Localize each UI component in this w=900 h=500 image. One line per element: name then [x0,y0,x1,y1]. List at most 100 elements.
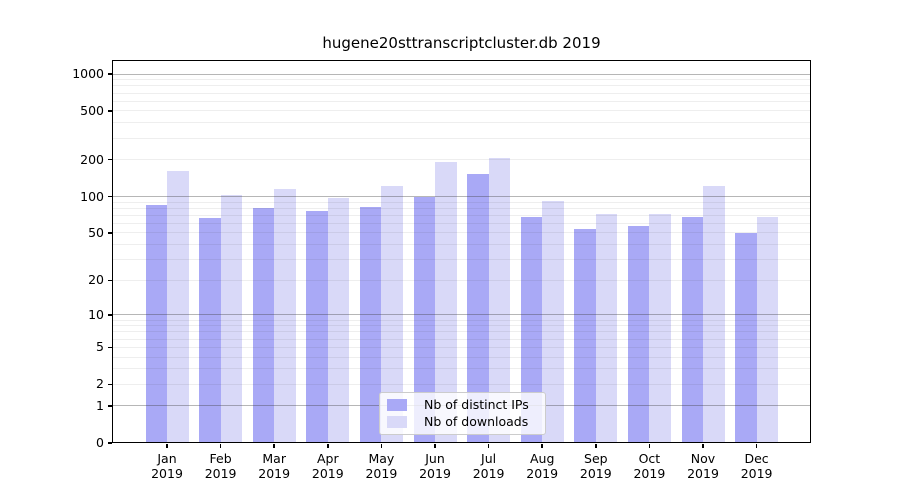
bar-distinct-ips [145,205,167,443]
gridline-minor [113,279,811,281]
y-tick [107,314,112,316]
y-tick [107,195,112,198]
bar-downloads [488,157,511,443]
gridline-minor [113,331,811,333]
gridline-minor [113,100,811,102]
gridline-major [113,196,811,197]
bar-downloads [327,198,350,443]
gridline-minor [113,338,811,340]
y-tick-label: 200 [80,151,104,167]
bar-distinct-ips [199,218,221,443]
gridline-major [113,314,811,316]
x-tick-label: Aug 2019 [526,451,559,481]
y-tick-label: 20 [88,272,104,288]
gridline-minor [113,110,811,112]
x-tick-label: Jul 2019 [472,451,505,481]
y-tick-label: 10 [88,306,104,322]
gridline-minor [113,346,811,348]
x-tick [702,443,704,448]
chart-title: hugene20sttranscriptcluster.db 2019 [322,34,601,52]
bar-distinct-ips [413,196,435,443]
gridline-minor [113,319,811,321]
bar-distinct-ips [467,174,489,443]
gridline-minor [113,325,811,327]
y-tick-label: 0 [96,435,104,450]
y-tick [107,383,112,386]
legend-swatch-downloads [387,416,407,428]
y-tick-label: 500 [80,102,104,118]
x-tick [595,443,597,448]
legend-item-distinct-ips: Nb of distinct IPs [387,398,537,412]
bar-distinct-ips [681,216,703,443]
gridline-minor [113,232,811,234]
x-tick [166,443,168,448]
bar-distinct-ips [252,207,275,443]
legend-swatch-distinct-ips [387,399,407,411]
gridline-minor [113,207,811,209]
bar-downloads [435,161,457,443]
legend-label-distinct-ips: Nb of distinct IPs [424,397,529,412]
gridline-minor [113,85,811,87]
gridline-minor [113,244,811,246]
x-tick-label: Mar 2019 [258,451,291,481]
y-tick-label: 2 [96,376,104,392]
gridline-major [113,73,811,75]
bar-downloads [703,185,725,443]
gridline-minor [113,92,811,94]
y-tick [107,158,112,161]
y-tick-label: 50 [88,224,104,240]
x-tick [327,443,329,448]
bar-downloads [381,186,403,443]
x-tick-label: Sep 2019 [579,451,612,481]
y-tick-label: 100 [80,188,104,204]
bar-downloads [595,213,618,443]
bar-distinct-ips [306,210,328,443]
axes-frame [112,60,811,443]
bar-distinct-ips [359,206,382,443]
gridline-minor [113,201,811,203]
x-tick [380,443,383,448]
x-tick [219,443,222,448]
y-tick [107,279,112,282]
legend-label-downloads: Nb of downloads [424,414,529,429]
y-tick-label: 1000 [72,66,104,81]
x-tick [273,443,275,448]
y-tick [107,346,112,349]
y-tick [107,110,112,112]
bar-downloads [167,170,189,443]
bar-distinct-ips [735,232,757,443]
y-tick-label: 1 [96,397,104,413]
x-tick [755,443,758,448]
bar-distinct-ips [520,216,543,443]
bar-distinct-ips [627,226,650,443]
gridline-minor [113,259,811,261]
x-tick-label: Nov 2019 [687,451,719,481]
gridline-minor [113,159,811,161]
x-tick [648,443,651,448]
x-tick-label: Apr 2019 [311,451,344,481]
y-tick [107,442,112,444]
gridline-minor [113,222,811,224]
x-tick [487,443,490,448]
gridline-minor [113,356,811,358]
x-tick-label: Dec 2019 [740,451,773,481]
y-tick-label: 5 [96,339,104,355]
y-tick [107,73,112,75]
bar-downloads [756,216,779,443]
gridline-minor [113,122,811,124]
x-tick-label: May 2019 [365,451,398,481]
bar-downloads [542,201,564,443]
y-tick [107,405,112,407]
x-tick [434,443,436,448]
x-tick-label: Jan 2019 [151,451,183,481]
bar-downloads [274,188,296,443]
x-tick-label: Oct 2019 [633,451,666,481]
gridline-minor [113,79,811,81]
bar-downloads [220,194,243,443]
legend: Nb of distinct IPs Nb of downloads [379,392,546,435]
x-tick-label: Jun 2019 [419,451,451,481]
x-tick [541,443,543,448]
gridline-minor [113,368,811,370]
